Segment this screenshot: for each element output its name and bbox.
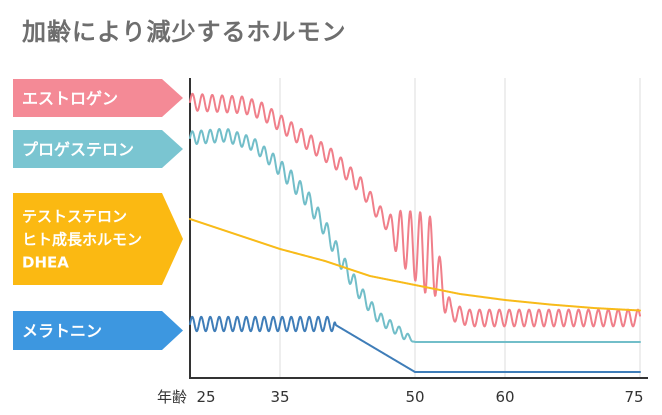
legend-text-2-0: テストステロン [22,207,127,225]
x-axis-ticks: 年齢 25 35 50 60 75 [157,388,644,406]
chart-title: 加齢により減少するホルモン [22,18,347,46]
series-line-2 [189,218,641,312]
x-tick-label-60: 60 [495,388,514,406]
legend-label-3: メラトニン [13,311,183,350]
x-tick-label-35: 35 [270,388,289,406]
series-lines [189,92,641,373]
legend-text-2-2: DHEA [22,253,69,271]
axes [189,78,648,379]
series-line-0 [189,92,641,328]
legend-arrow-shape-1 [13,130,183,168]
x-tick-label-25: 25 [196,388,215,406]
legend-text-1-0: プロゲステロン [22,140,134,159]
legend-arrow-shape-2 [13,193,183,285]
legend-text-3-0: メラトニン [22,321,102,340]
legend-text-2-1: ヒト成長ホルモン [22,230,142,248]
x-axis-label: 年齢 [157,388,187,406]
legend-arrow-shape-0 [13,79,183,117]
x-tick-label-50: 50 [405,388,424,406]
series-line-3 [189,315,641,373]
legend-label-1: プロゲステロン [13,130,183,168]
x-tick-label-75: 75 [624,388,643,406]
grid-lines [279,78,641,378]
legend-text-0-0: エストロゲン [22,89,118,108]
legend-arrow-shape-3 [13,311,183,350]
legend-label-0: エストロゲン [13,79,183,117]
series-line-1 [189,128,641,343]
